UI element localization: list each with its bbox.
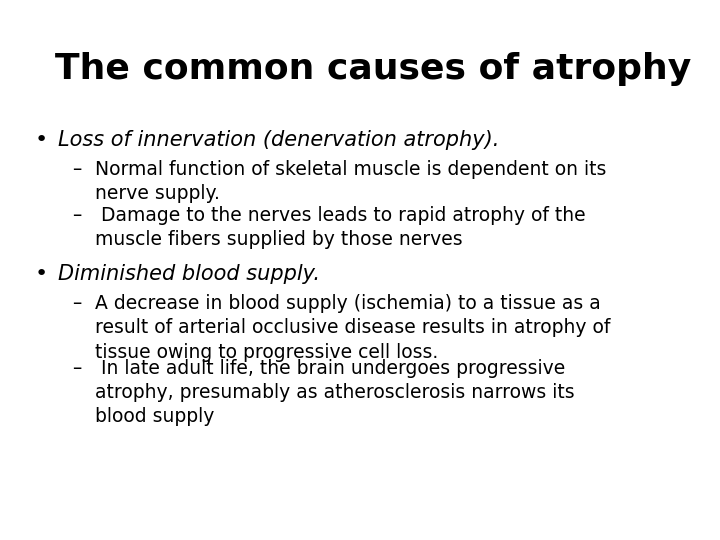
Text: A decrease in blood supply (ischemia) to a tissue as a
result of arterial occlus: A decrease in blood supply (ischemia) to… bbox=[95, 294, 611, 361]
Text: Normal function of skeletal muscle is dependent on its
nerve supply.: Normal function of skeletal muscle is de… bbox=[95, 160, 606, 203]
Text: •: • bbox=[35, 130, 48, 150]
Text: •: • bbox=[35, 264, 48, 284]
Text: Damage to the nerves leads to rapid atrophy of the
muscle fibers supplied by tho: Damage to the nerves leads to rapid atro… bbox=[95, 206, 585, 249]
Text: Diminished blood supply.: Diminished blood supply. bbox=[58, 264, 320, 284]
Text: In late adult life, the brain undergoes progressive
atrophy, presumably as ather: In late adult life, the brain undergoes … bbox=[95, 359, 575, 427]
Text: –: – bbox=[72, 160, 81, 179]
Text: –: – bbox=[72, 206, 81, 225]
Text: The common causes of atrophy: The common causes of atrophy bbox=[55, 52, 691, 86]
Text: Loss of innervation (denervation atrophy).: Loss of innervation (denervation atrophy… bbox=[58, 130, 500, 150]
Text: –: – bbox=[72, 294, 81, 313]
Text: –: – bbox=[72, 359, 81, 378]
